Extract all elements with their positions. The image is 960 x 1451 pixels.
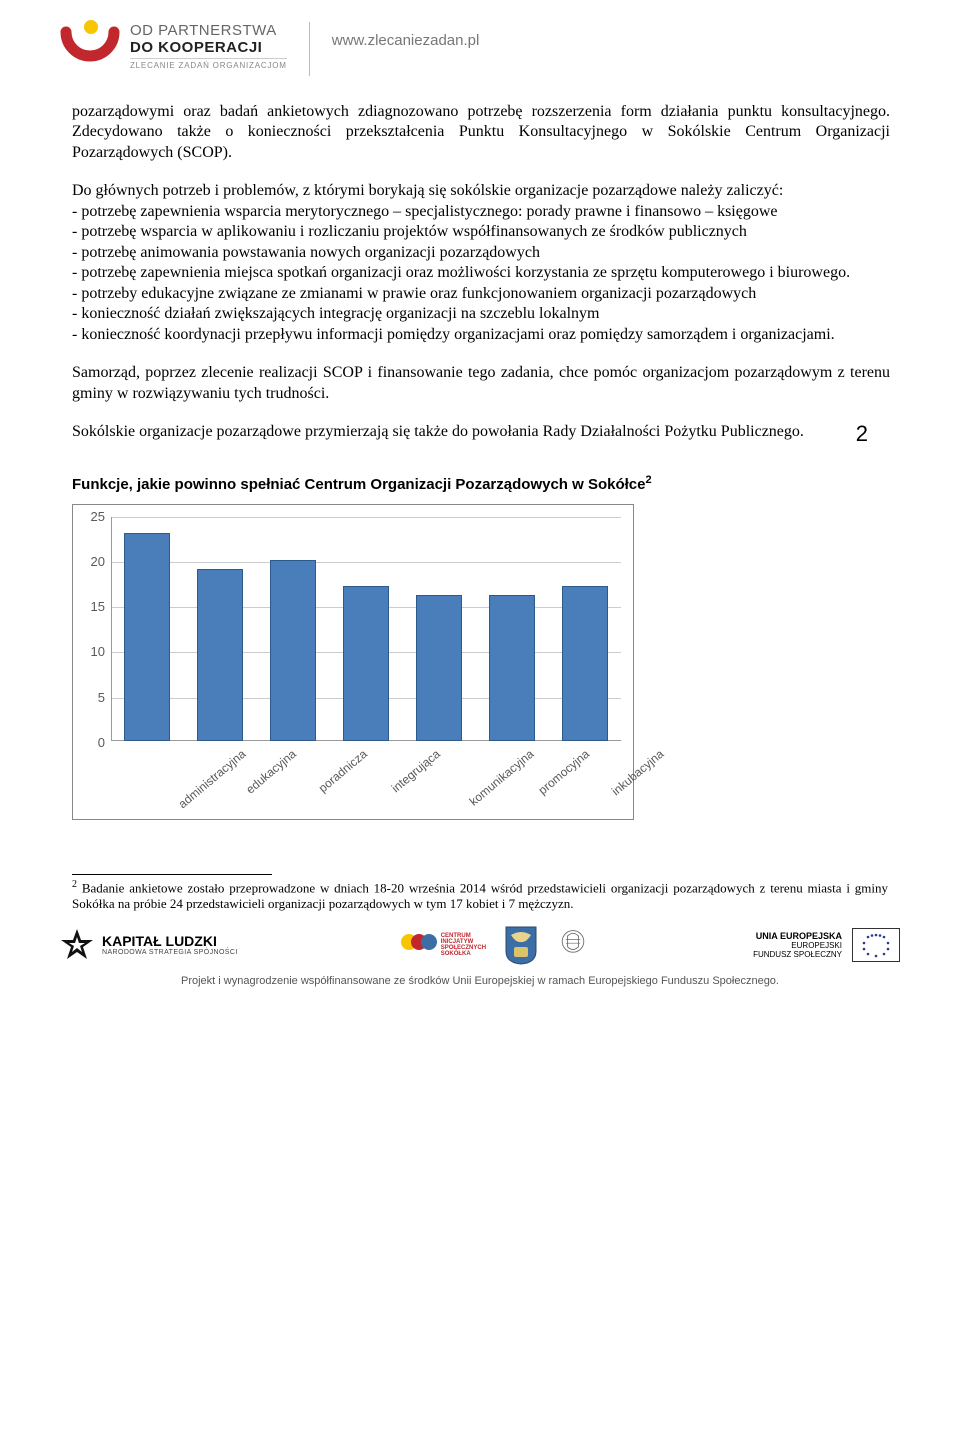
- paragraph-4: Sokólskie organizacje pozarządowe przymi…: [72, 422, 890, 442]
- chart-title-footnote-marker: 2: [645, 474, 651, 486]
- kapital-ludzki-logo: KAPITAŁ LUDZKI NARODOWA STRATEGIA SPÓJNO…: [60, 928, 238, 962]
- chart-ytick: 5: [81, 690, 105, 707]
- chart-title-text: Funkcje, jakie powinno spełniać Centrum …: [72, 476, 645, 493]
- page-number: 2: [856, 420, 868, 448]
- uw-logo-icon: [556, 927, 590, 963]
- bullet-2: - potrzebę wsparcia w aplikowaniu i rozl…: [72, 222, 890, 242]
- sokolka-shield-icon: [504, 925, 538, 965]
- footer-caption: Projekt i wynagrodzenie współfinansowane…: [0, 975, 960, 1001]
- page-footer: KAPITAŁ LUDZKI NARODOWA STRATEGIA SPÓJNO…: [0, 925, 960, 965]
- logo-line3: ZLECANIE ZADAŃ ORGANIZACJOM: [130, 58, 287, 70]
- chart-bar: [197, 569, 243, 741]
- bullet-6: - konieczność działań zwiększających int…: [72, 304, 890, 324]
- chart-bar: [124, 533, 170, 741]
- bullet-4: - potrzebę zapewnienia miejsca spotkań o…: [72, 263, 890, 283]
- header-url: www.zlecaniezadan.pl: [332, 32, 480, 49]
- cis-logo: CENTRUM INICJATYW SPOŁECZNYCH SOKÓŁKA: [401, 933, 486, 957]
- partnership-logo-icon: [60, 18, 120, 74]
- header-divider: [309, 22, 310, 76]
- project-logo: OD PARTNERSTWA DO KOOPERACJI ZLECANIE ZA…: [60, 18, 287, 74]
- paragraph-2-intro: Do głównych potrzeb i problemów, z który…: [72, 181, 890, 201]
- chart-title: Funkcje, jakie powinno spełniać Centrum …: [72, 473, 890, 494]
- footnote-marker: 2: [72, 879, 77, 890]
- footnote-rule: [72, 874, 272, 875]
- chart-ytick: 25: [81, 509, 105, 526]
- paragraph-3: Samorząd, poprzez zlecenie realizacji SC…: [72, 363, 890, 404]
- eu-line2: EUROPEJSKI: [753, 941, 842, 950]
- chart-bar: [489, 595, 535, 740]
- chart-ytick: 0: [81, 735, 105, 752]
- logo-line2: DO KOOPERACJI: [130, 39, 287, 56]
- bullet-3: - potrzebę animowania powstawania nowych…: [72, 243, 890, 263]
- footnote: 2 Badanie ankietowe zostało przeprowadzo…: [72, 879, 890, 913]
- chart-ytick: 10: [81, 644, 105, 661]
- bullet-7: - konieczność koordynacji przepływu info…: [72, 325, 890, 345]
- kl-star-icon: [60, 928, 94, 962]
- eu-flag-icon: [852, 928, 900, 962]
- chart-bar: [270, 560, 316, 741]
- logo-line1: OD PARTNERSTWA: [130, 22, 287, 39]
- chart-bar: [416, 595, 462, 740]
- eu-logo-block: UNIA EUROPEJSKA EUROPEJSKI FUNDUSZ SPOŁE…: [753, 928, 900, 962]
- chart-bar: [562, 586, 608, 740]
- chart-ytick: 20: [81, 554, 105, 571]
- bullet-5: - potrzeby edukacyjne związane ze zmiana…: [72, 284, 890, 304]
- chart-xlabel: inkubacyjna: [608, 747, 666, 800]
- eu-line1: UNIA EUROPEJSKA: [753, 931, 842, 941]
- chart-bar: [343, 586, 389, 740]
- paragraph-1: pozarządowymi oraz badań ankietowych zdi…: [72, 102, 890, 163]
- kl-line1: KAPITAŁ LUDZKI: [102, 933, 238, 949]
- eu-line3: FUNDUSZ SPOŁECZNY: [753, 950, 842, 959]
- bar-chart: administracyjnaedukacyjnaporadniczainteg…: [72, 504, 890, 820]
- bullet-1: - potrzebę zapewnienia wsparcia merytory…: [72, 202, 890, 222]
- footnote-text: Badanie ankietowe zostało przeprowadzone…: [72, 880, 888, 911]
- page-header: OD PARTNERSTWA DO KOOPERACJI ZLECANIE ZA…: [0, 0, 960, 76]
- kl-line2: NARODOWA STRATEGIA SPÓJNOŚCI: [102, 949, 238, 956]
- document-body: pozarządowymi oraz badań ankietowych zdi…: [0, 76, 960, 913]
- chart-ytick: 15: [81, 599, 105, 616]
- footer-center-logos: CENTRUM INICJATYW SPOŁECZNYCH SOKÓŁKA: [401, 925, 590, 965]
